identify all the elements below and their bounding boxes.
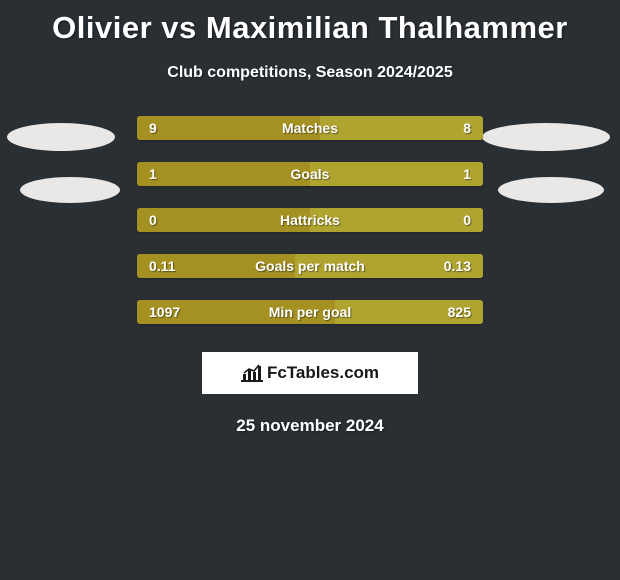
left-player-logo-bottom <box>20 177 120 203</box>
brand-suffix: Tables.com <box>287 363 379 382</box>
stat-label: Hattricks <box>137 208 483 232</box>
subtitle: Club competitions, Season 2024/2025 <box>0 64 620 82</box>
brand-text: FcTables.com <box>267 363 379 383</box>
stat-label: Goals per match <box>137 254 483 278</box>
stat-row-mpg: 1097Min per goal825 <box>137 300 483 324</box>
stat-value-right: 8 <box>463 116 471 140</box>
footer-date: 25 november 2024 <box>0 416 620 436</box>
stat-label: Min per goal <box>137 300 483 324</box>
stat-value-right: 0.13 <box>444 254 471 278</box>
bar-chart-icon <box>241 364 263 382</box>
left-player-logo-top <box>7 123 115 151</box>
right-player-logo-bottom <box>498 177 604 203</box>
stat-row-matches: 9Matches8 <box>137 116 483 140</box>
stats-container: 9Matches8 1Goals1 0Hattricks0 0.11Goals per… <box>137 116 483 324</box>
stat-value-right: 0 <box>463 208 471 232</box>
stat-row-goals: 1Goals1 <box>137 162 483 186</box>
stat-value-right: 825 <box>448 300 471 324</box>
stat-row-gpm: 0.11Goals per match0.13 <box>137 254 483 278</box>
page-title: Olivier vs Maximilian Thalhammer <box>0 0 620 46</box>
stat-value-right: 1 <box>463 162 471 186</box>
brand-badge[interactable]: FcTables.com <box>202 352 418 394</box>
brand-prefix: Fc <box>267 363 287 382</box>
right-player-logo-top <box>482 123 610 151</box>
stat-label: Goals <box>137 162 483 186</box>
stat-row-hattricks: 0Hattricks0 <box>137 208 483 232</box>
stat-label: Matches <box>137 116 483 140</box>
